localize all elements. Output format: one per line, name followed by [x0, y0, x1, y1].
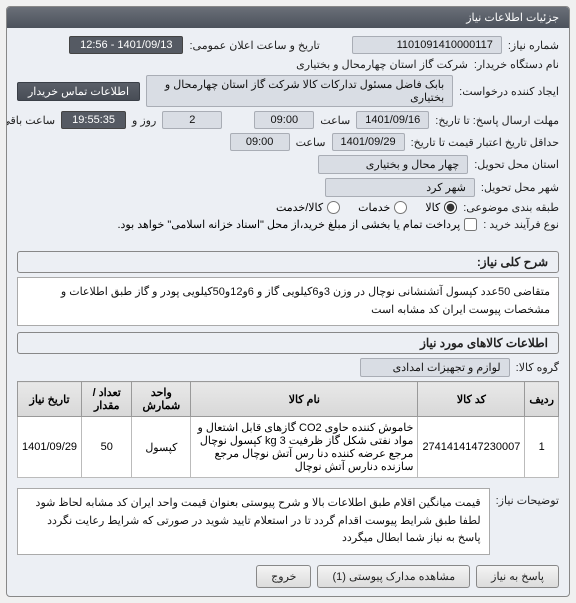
cell-date: 1401/09/29 — [18, 417, 82, 478]
class-radio-kalakh[interactable]: کالا/خدمت — [276, 201, 340, 214]
contact-buyer-button[interactable]: اطلاعات تماس خریدار — [17, 82, 140, 101]
col-idx: ردیف — [525, 382, 559, 417]
process-text: پرداخت تمام یا بخشی از مبلغ خرید،از محل … — [117, 218, 460, 231]
remain-days: 2 — [162, 111, 222, 129]
sharh-title: شرح کلی نیاز: — [17, 251, 559, 273]
col-date: تاریخ نیاز — [18, 382, 82, 417]
class-radio-khadamat[interactable]: خدمات — [358, 201, 407, 214]
attachments-button[interactable]: مشاهده مدارک پیوستی (1) — [317, 565, 470, 588]
process-label: نوع فرآیند خرید : — [483, 218, 559, 231]
class-radio-khadamat-input[interactable] — [394, 201, 407, 214]
cell-name: خاموش کننده حاوی CO2 گازهای قابل اشتعال … — [191, 417, 418, 478]
notes-text: قیمت میانگین اقلام طبق اطلاعات بالا و شر… — [17, 488, 490, 555]
close-button[interactable]: خروج — [256, 565, 311, 588]
col-qty: تعداد / مقدار — [82, 382, 132, 417]
validity-label: حداقل تاریخ اعتبار قیمت تا تاریخ: — [411, 136, 559, 149]
process-checkbox[interactable] — [464, 218, 477, 231]
cell-qty: 50 — [82, 417, 132, 478]
cell-unit: کپسول — [132, 417, 191, 478]
number-value: 1101091410000117 — [352, 36, 502, 54]
announce-value: 1401/09/13 - 12:56 — [69, 36, 183, 54]
col-name: نام کالا — [191, 382, 418, 417]
col-code: کد کالا — [418, 382, 525, 417]
panel-title: جزئیات اطلاعات نیاز — [7, 7, 569, 28]
state-value: چهار محال و بختیاری — [318, 155, 468, 174]
requester-label: ایجاد کننده درخواست: — [459, 85, 559, 98]
remain-days-label: روز و — [132, 114, 156, 127]
items-table: ردیف کد کالا نام کالا واحد شمارش تعداد /… — [17, 381, 559, 478]
announce-label: تاریخ و ساعت اعلان عمومی: — [189, 39, 319, 52]
cell-idx: 1 — [525, 417, 559, 478]
details-panel: جزئیات اطلاعات نیاز شماره نیاز: 11010914… — [6, 6, 570, 597]
table-row: 1 2741414147230007 خاموش کننده حاوی CO2 … — [18, 417, 559, 478]
deadline-label: مهلت ارسال پاسخ: تا تاریخ: — [435, 114, 559, 127]
class-label: طبقه بندی موضوعی: — [463, 201, 559, 214]
number-label: شماره نیاز: — [508, 39, 559, 52]
buyer-label: نام دستگاه خریدار: — [474, 58, 559, 71]
class-radio-kala-input[interactable] — [444, 201, 457, 214]
validity-time-label: ساعت — [296, 136, 326, 149]
requester-value: بابک فاضل مسئول تدارکات کالا شرکت گاز اس… — [146, 75, 453, 107]
class-radio-group: کالا خدمات کالا/خدمت — [276, 201, 457, 214]
city-label: شهر محل تحویل: — [481, 181, 559, 194]
remain-suffix: ساعت باقی مانده — [6, 114, 55, 127]
deadline-time: 09:00 — [254, 111, 314, 129]
validity-time: 09:00 — [230, 133, 290, 151]
group-value: لوازم و تجهیزات امدادی — [360, 358, 510, 377]
group-label: گروه کالا: — [516, 361, 559, 374]
col-unit: واحد شمارش — [132, 382, 191, 417]
sharh-text: متقاضی 50عدد کپسول آتشنشانی نوچال در وزن… — [17, 277, 559, 326]
buyer-value: شرکت گاز استان چهارمحال و بختیاری — [296, 58, 468, 71]
class-radio-kalakh-input[interactable] — [327, 201, 340, 214]
deadline-date: 1401/09/16 — [356, 111, 429, 129]
deadline-time-label: ساعت — [320, 114, 350, 127]
class-radio-kala[interactable]: کالا — [425, 201, 457, 214]
items-title: اطلاعات کالاهای مورد نیاز — [17, 332, 559, 354]
validity-date: 1401/09/29 — [332, 133, 405, 151]
cell-code: 2741414147230007 — [418, 417, 525, 478]
city-value: شهر کرد — [325, 178, 475, 197]
notes-label: توضیحات نیاز: — [496, 488, 559, 507]
remain-time: 19:55:35 — [61, 111, 126, 129]
reply-button[interactable]: پاسخ به نیاز — [476, 565, 559, 588]
state-label: استان محل تحویل: — [474, 158, 559, 171]
